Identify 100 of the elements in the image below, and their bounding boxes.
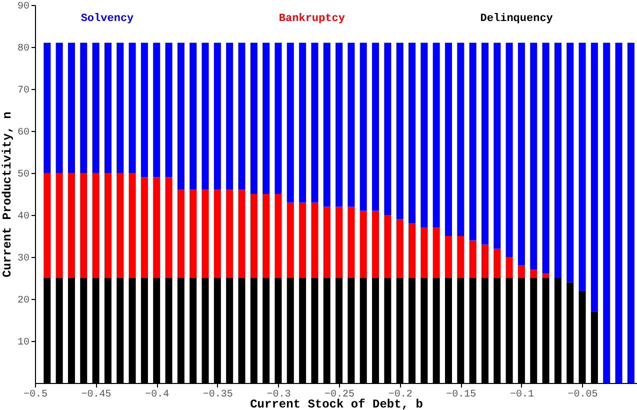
bar [165,177,172,278]
bar [190,190,197,278]
x-tick-label: −0.05 [568,390,598,400]
bar [348,206,355,278]
bar [420,42,428,228]
bar [116,173,124,278]
bar [311,202,318,278]
bar [104,173,112,278]
bar [226,190,234,278]
bar [408,223,416,278]
y-tick-label: 30 [17,254,30,264]
bar [396,219,404,278]
y-axis-title: Current Productivity, n [0,112,14,278]
bar [140,42,148,178]
bar [56,173,63,278]
bar [153,177,160,278]
bar [444,236,452,278]
bar [116,42,124,173]
x-tick-label: −0.35 [202,390,233,400]
bar [274,42,282,194]
bar [250,42,258,194]
bar [214,190,221,278]
bar [80,173,88,278]
bar [104,42,112,173]
bar [603,42,610,383]
y-tick-label: 40 [17,212,30,222]
y-tick-label: 90 [17,2,30,12]
bar [140,177,148,278]
bar [177,42,184,190]
bar [578,42,586,291]
bar [384,42,392,215]
bar [190,42,197,190]
bar [469,42,476,240]
y-tick-label: 50 [17,170,30,180]
bar [457,236,464,278]
bar [323,206,330,278]
x-tick-label: −0.3 [266,390,291,400]
y-tick-label: 60 [17,128,30,138]
bar [494,42,501,249]
y-tick-label: 80 [17,44,30,54]
text: Delinquency [480,13,554,26]
bar [372,42,380,211]
bar [627,42,634,383]
bar [615,42,622,383]
x-tick-label: −0.4 [145,390,170,400]
bar [432,42,440,228]
y-tick-label: 20 [17,296,30,306]
bar [384,215,392,278]
bar [286,202,294,278]
bar [128,42,136,173]
bar [530,270,538,278]
bar [165,42,172,178]
bar [360,210,367,278]
bar [68,42,75,173]
x-axis-title: Current Stock of Debt, b [250,398,423,410]
bar [92,42,100,173]
bar [226,42,234,190]
series-label: Solvency [80,13,134,26]
bar [238,42,246,190]
bar [202,42,209,190]
bar [506,42,513,257]
x-tick-label: −0.5 [23,390,48,400]
bar [323,42,330,207]
bar [444,42,452,236]
bar [566,42,574,282]
bar [177,190,184,278]
bar [336,42,343,207]
bar [299,202,306,278]
bar [457,42,464,236]
bar [274,194,282,278]
bar [238,190,246,278]
bar [250,194,258,278]
text: Bankruptcy [278,13,346,26]
bar [153,42,160,178]
bar [506,257,513,278]
bar [372,210,380,278]
bar [590,42,598,312]
bar [262,42,270,194]
bar [518,265,525,278]
bar [481,42,488,244]
bar [44,173,51,278]
bar [80,42,88,173]
bar [56,42,63,173]
bar [92,173,100,278]
bar [518,42,525,266]
x-tick-label: −0.15 [446,390,476,400]
bar [481,244,488,278]
bar [68,173,75,278]
bar [408,42,416,224]
bar [542,274,550,278]
y-tick-label: 10 [17,338,30,348]
bar [44,42,51,173]
y-tick-label: 70 [17,86,30,96]
bar [262,194,270,278]
bar [299,42,306,202]
bar [494,248,501,278]
bar [311,42,318,202]
bar [214,42,221,190]
bar [396,42,404,220]
bar [360,42,367,211]
